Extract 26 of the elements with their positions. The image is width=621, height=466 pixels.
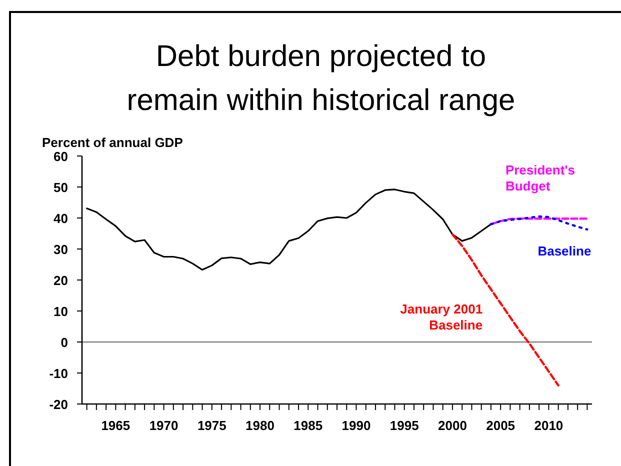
series-label: President's Budget	[505, 162, 576, 194]
y-tick-label: 30	[54, 242, 68, 257]
y-tick-label: -20	[49, 397, 68, 412]
y-tick-label: -10	[49, 366, 68, 381]
x-tick-label: 1970	[149, 418, 178, 433]
x-tick-label: 2005	[486, 418, 516, 433]
x-tick-label: 1980	[246, 418, 274, 433]
series-label: January 2001 Baseline	[400, 301, 483, 332]
line-series	[490, 215, 588, 231]
x-tick-label: 2010	[534, 418, 564, 433]
y-tick-label: 20	[54, 273, 68, 288]
y-tick-label: 10	[54, 304, 68, 319]
y-tick-label: 50	[54, 180, 68, 195]
y-axis-title: Percent of annual GDP	[42, 135, 184, 150]
y-tick-label: 60	[54, 149, 68, 164]
x-tick-label: 1965	[101, 418, 130, 433]
x-tick-label: 1990	[342, 418, 371, 433]
y-tick-label: 0	[60, 335, 68, 350]
y-tick-label: 40	[54, 211, 68, 226]
x-tick-label: 1995	[390, 418, 419, 433]
x-tick-label: 1985	[294, 418, 323, 433]
x-tick-label: 2000	[438, 418, 467, 433]
series-label: Baseline	[538, 243, 592, 258]
line-series	[86, 188, 492, 271]
chart-title: Debt burden projected to remain within historical range	[126, 40, 516, 117]
x-tick-label: 1975	[197, 418, 226, 433]
